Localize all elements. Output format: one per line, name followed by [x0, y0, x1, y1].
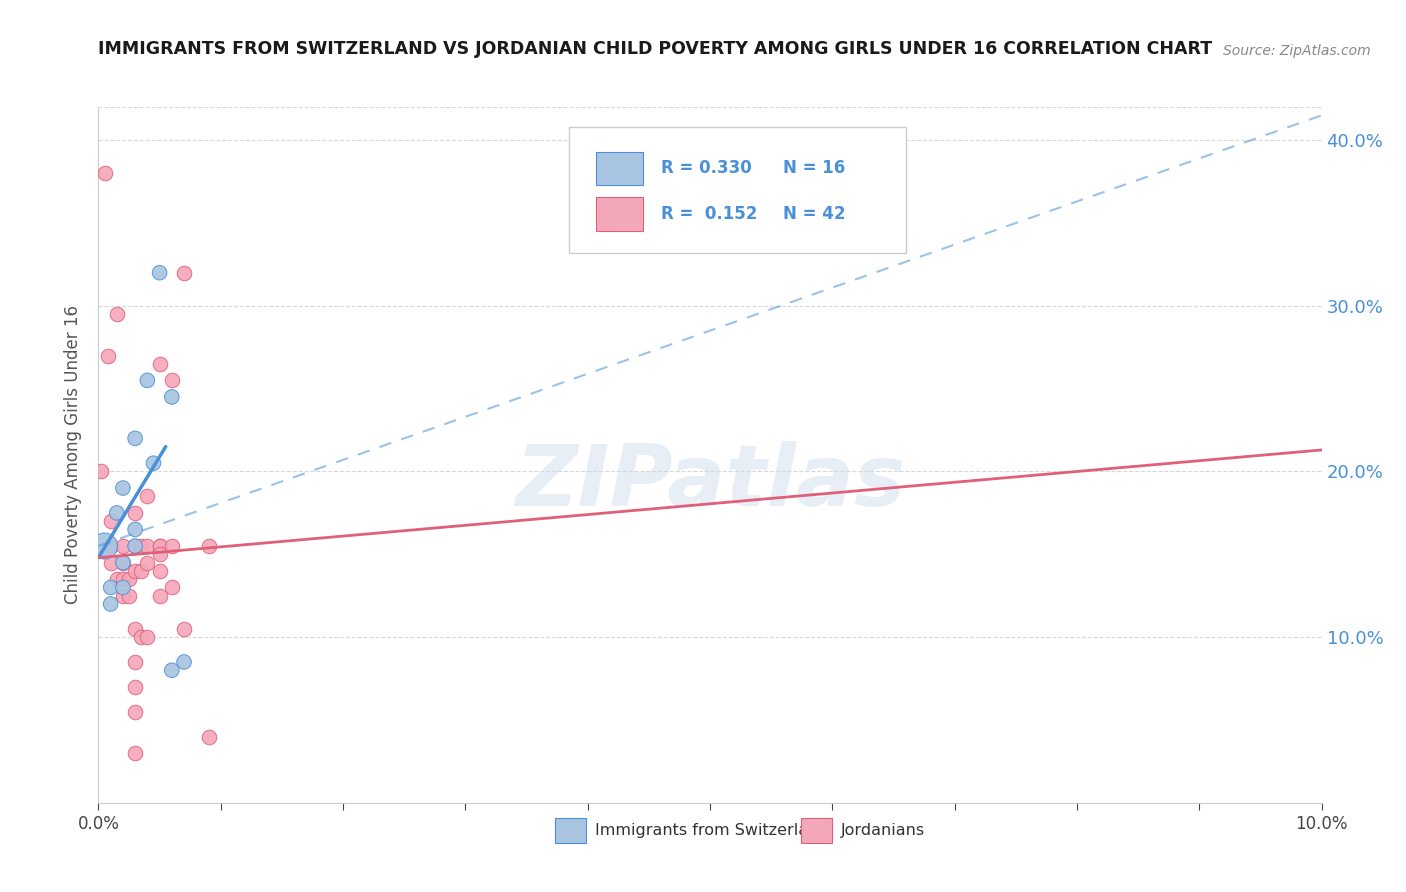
Point — [142, 456, 165, 470]
Point — [124, 539, 146, 553]
Point — [100, 539, 122, 553]
Point — [111, 556, 134, 570]
Point — [93, 539, 115, 553]
Text: N = 42: N = 42 — [783, 205, 846, 223]
Point — [97, 349, 120, 363]
Point — [149, 539, 172, 553]
Point — [124, 539, 146, 553]
Text: Source: ZipAtlas.com: Source: ZipAtlas.com — [1223, 44, 1371, 58]
Point — [111, 589, 134, 603]
Point — [149, 589, 172, 603]
Point — [124, 523, 146, 537]
Text: R =  0.152: R = 0.152 — [661, 205, 758, 223]
Point — [136, 373, 159, 387]
Y-axis label: Child Poverty Among Girls Under 16: Child Poverty Among Girls Under 16 — [65, 305, 83, 605]
Point — [100, 597, 122, 611]
Point — [173, 655, 195, 669]
Point — [105, 572, 128, 586]
Point — [93, 166, 115, 180]
Point — [173, 622, 195, 636]
Point — [197, 539, 219, 553]
Text: N = 16: N = 16 — [783, 160, 845, 178]
Point — [111, 556, 134, 570]
Point — [160, 373, 183, 387]
Point — [111, 572, 134, 586]
Point — [149, 539, 172, 553]
Point — [129, 630, 152, 644]
Text: Immigrants from Switzerland: Immigrants from Switzerland — [595, 823, 828, 838]
FancyBboxPatch shape — [801, 818, 832, 843]
Point — [124, 506, 146, 520]
Point — [118, 589, 141, 603]
Point — [149, 357, 172, 371]
FancyBboxPatch shape — [555, 818, 586, 843]
Point — [160, 539, 183, 553]
Point — [160, 663, 183, 677]
Point — [124, 705, 146, 719]
Point — [129, 539, 152, 553]
Point — [149, 564, 172, 578]
FancyBboxPatch shape — [596, 152, 643, 185]
Point — [136, 556, 159, 570]
Point — [173, 266, 195, 280]
Point — [124, 622, 146, 636]
Text: Jordanians: Jordanians — [841, 823, 925, 838]
FancyBboxPatch shape — [596, 197, 643, 231]
Point — [124, 655, 146, 669]
Point — [105, 307, 128, 321]
Point — [136, 539, 159, 553]
Point — [111, 539, 134, 553]
Text: IMMIGRANTS FROM SWITZERLAND VS JORDANIAN CHILD POVERTY AMONG GIRLS UNDER 16 CORR: IMMIGRANTS FROM SWITZERLAND VS JORDANIAN… — [98, 40, 1212, 58]
Point — [118, 572, 141, 586]
Point — [90, 465, 112, 479]
Text: R = 0.330: R = 0.330 — [661, 160, 752, 178]
Text: ZIPatlas: ZIPatlas — [515, 442, 905, 524]
Point — [100, 581, 122, 595]
Point — [105, 506, 128, 520]
Point — [160, 581, 183, 595]
Point — [149, 547, 172, 561]
Point — [100, 514, 122, 528]
FancyBboxPatch shape — [569, 127, 905, 253]
Point — [149, 266, 172, 280]
Point — [124, 680, 146, 694]
Point — [124, 746, 146, 760]
Point — [124, 564, 146, 578]
Point — [160, 390, 183, 404]
Point — [100, 556, 122, 570]
Point — [136, 489, 159, 503]
Point — [111, 581, 134, 595]
Point — [197, 730, 219, 744]
Point — [129, 564, 152, 578]
Point — [136, 630, 159, 644]
Point — [124, 431, 146, 445]
Point — [111, 481, 134, 495]
